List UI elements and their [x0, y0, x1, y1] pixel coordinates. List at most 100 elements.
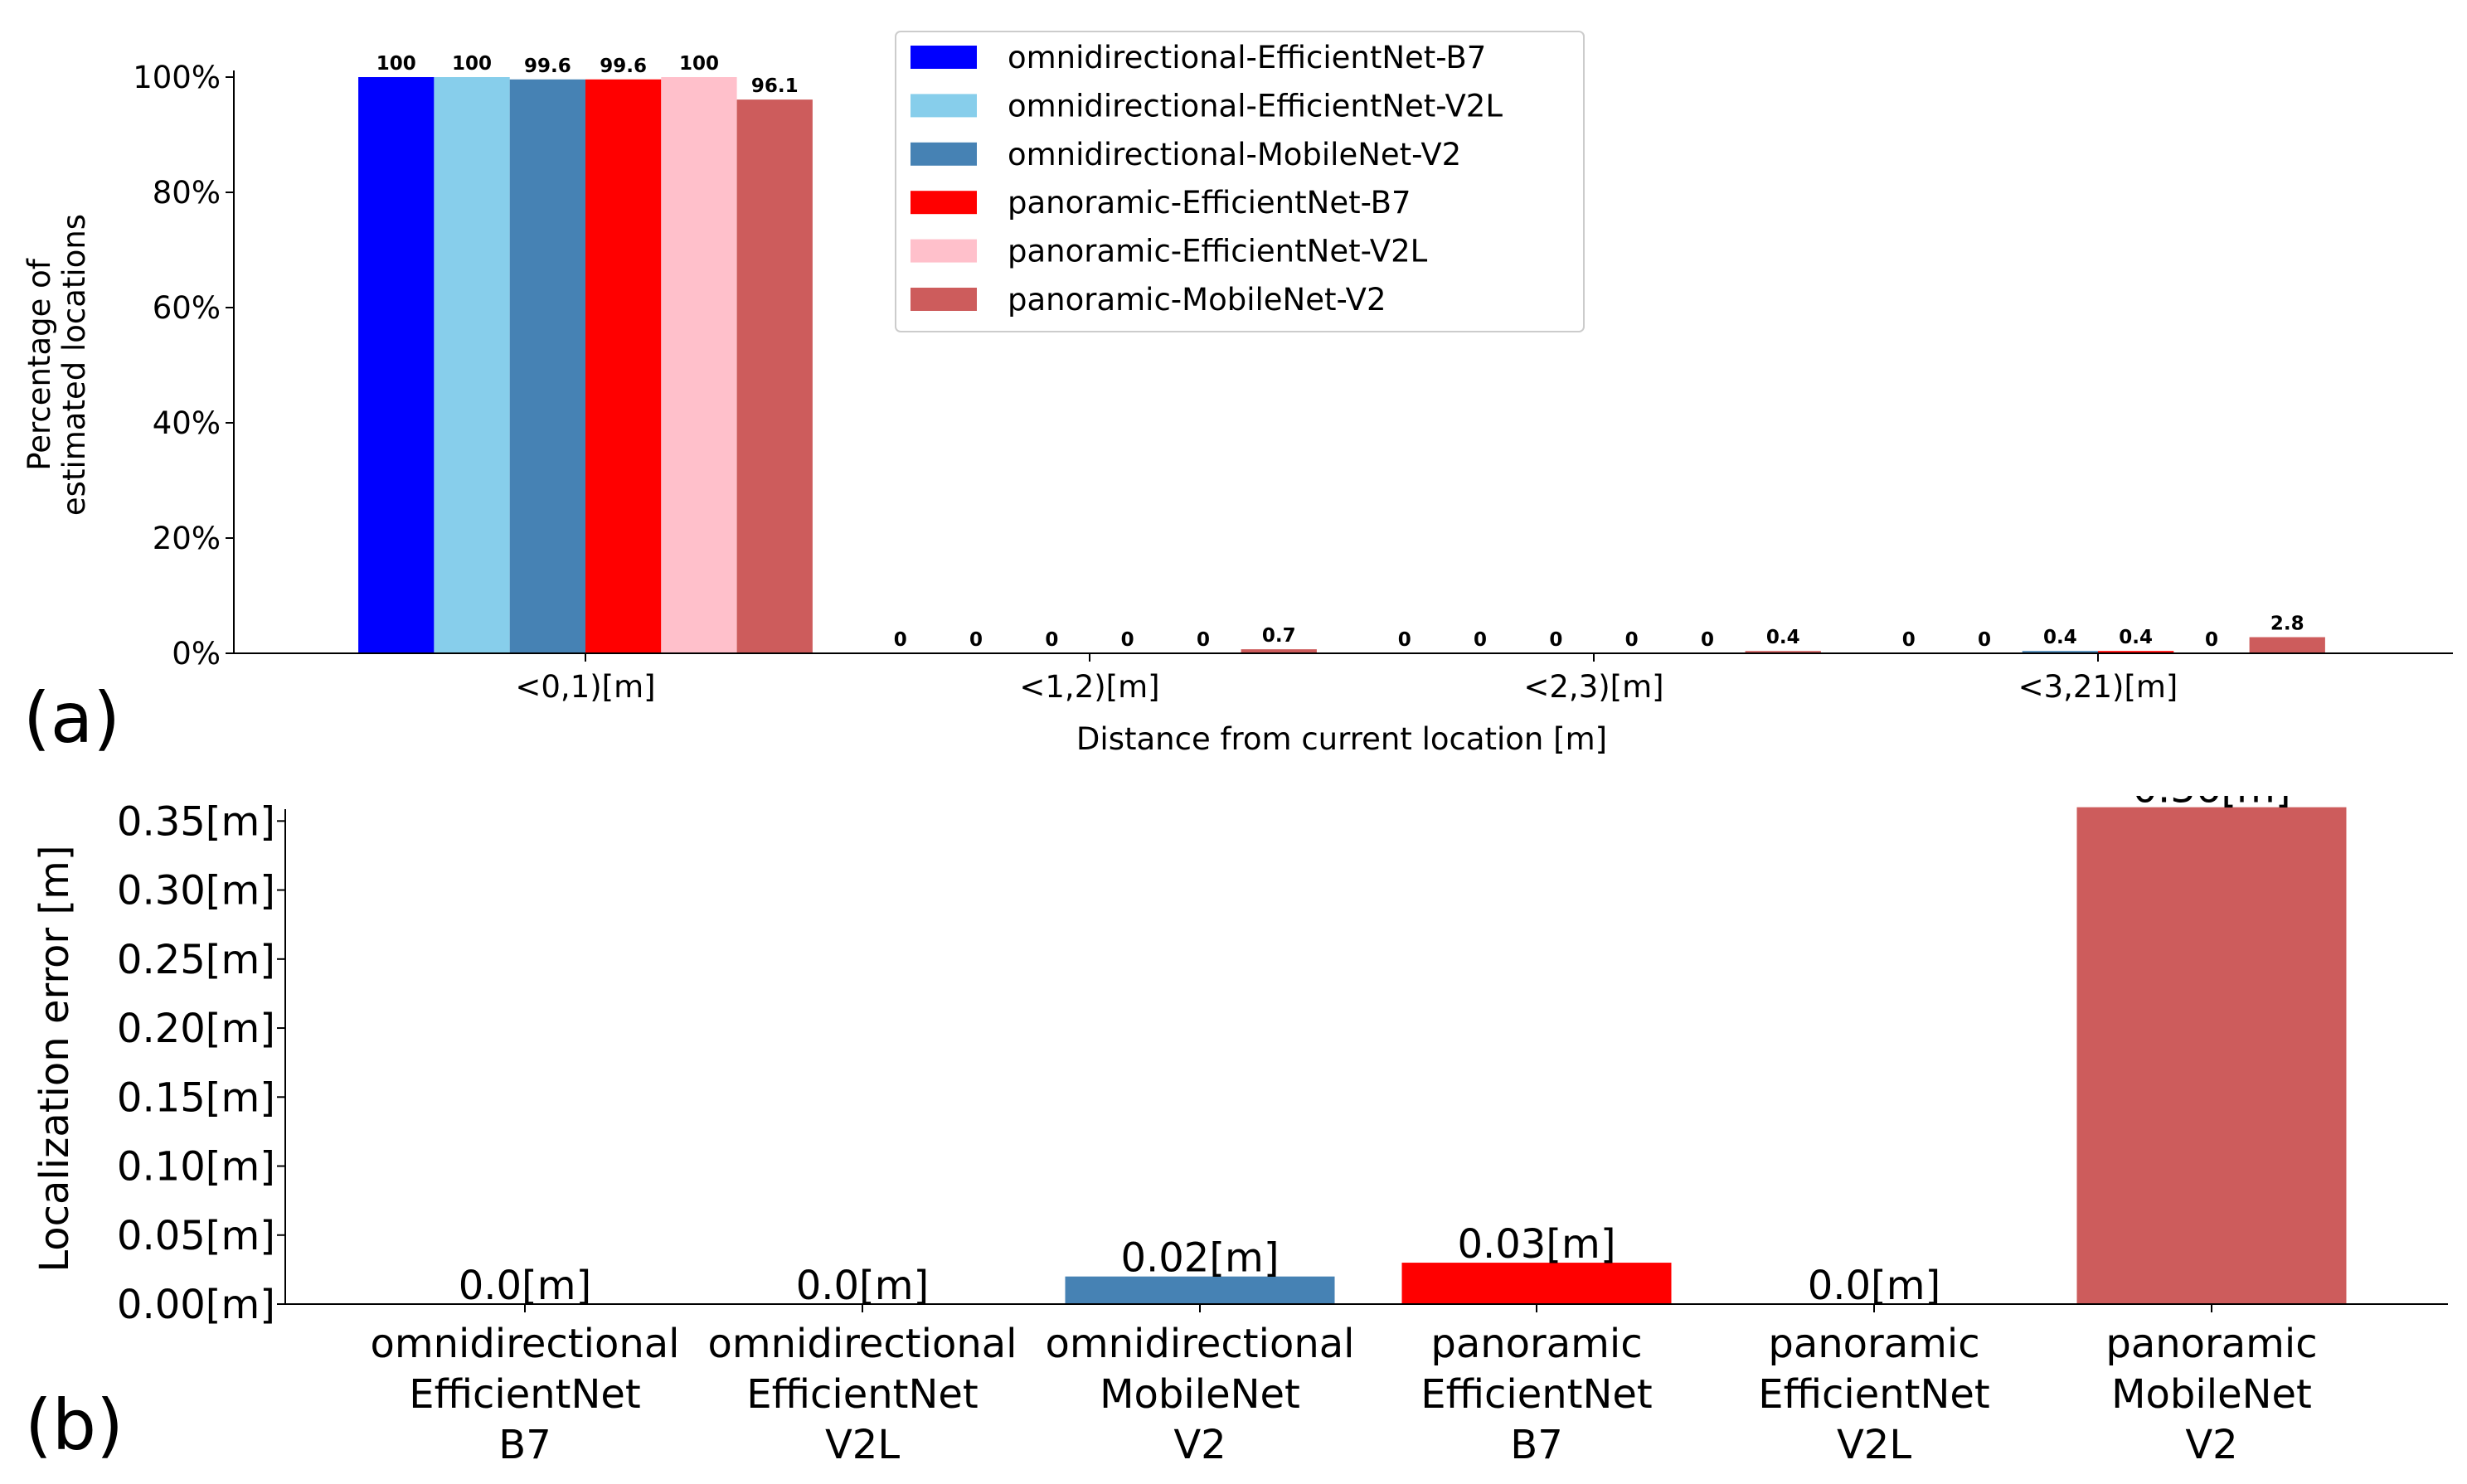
data-label: 100 — [679, 53, 719, 75]
x-tick-label: <1,2)[m] — [1019, 669, 1159, 705]
bar — [585, 79, 662, 653]
legend-swatch — [911, 94, 977, 118]
y-tick-label: 40% — [153, 405, 221, 441]
x-tick-label: EfficientNet — [1420, 1371, 1653, 1418]
data-label: 2.8 — [2270, 613, 2304, 635]
y-tick-label: 0.25[m] — [117, 937, 275, 983]
x-tick-label: V2L — [1837, 1422, 1911, 1468]
legend-label: panoramic-MobileNet-V2 — [1008, 282, 1386, 318]
bar — [2022, 651, 2098, 653]
legend-label: panoramic-EfficientNet-B7 — [1008, 185, 1411, 221]
y-axis-title: estimated locations — [56, 214, 92, 516]
data-label: 0.0[m] — [796, 1263, 930, 1309]
panel-b: 0.0[m] 0.0[m] 0.02[m] 0.03[m] 0.0[m] 0.36[m] 0… — [25, 766, 2448, 1468]
x-tick-label: EfficientNet — [1758, 1371, 1990, 1418]
x-tick-label: V2 — [1173, 1422, 1226, 1468]
x-tick-label: B7 — [498, 1422, 551, 1468]
data-label: 0.03[m] — [1457, 1221, 1615, 1268]
data-label: 0 — [1398, 629, 1411, 651]
bar — [2076, 807, 2347, 1304]
x-tick-label: panoramic — [1430, 1321, 1642, 1367]
bar — [1401, 1263, 1672, 1304]
bar — [358, 77, 435, 653]
data-label: 0.4 — [1766, 627, 1800, 648]
data-label: 0 — [1045, 629, 1058, 651]
x-tick-label: EfficientNet — [746, 1371, 979, 1418]
x-tick-label: omnidirectional — [1046, 1321, 1355, 1367]
y-tick-label: 0.35[m] — [117, 798, 275, 845]
x-tick-label: <3,21)[m] — [2018, 669, 2178, 705]
legend-label: omnidirectional-EfficientNet-B7 — [1008, 40, 1486, 75]
y-tick-label: 0.15[m] — [117, 1074, 275, 1121]
x-tick-label: panoramic — [2105, 1321, 2317, 1367]
y-tick-label: 0.00[m] — [117, 1282, 275, 1328]
legend-label: omnidirectional-MobileNet-V2 — [1008, 137, 1461, 172]
data-label: 0.0[m] — [459, 1263, 592, 1309]
data-label: 0 — [1625, 629, 1639, 651]
data-label: 96.1 — [751, 75, 799, 97]
data-label: 0.36[m] — [2132, 766, 2290, 812]
data-label: 0 — [969, 629, 983, 651]
x-tick-label: <2,3)[m] — [1523, 669, 1663, 705]
x-tick-label: <0,1)[m] — [515, 669, 655, 705]
data-label: 0 — [1701, 629, 1714, 651]
data-label: 0 — [1978, 629, 1991, 651]
legend-swatch — [911, 288, 977, 311]
panel-a: 100 0 0 0 100 0 0 0 99.6 0 0 0.4 99.6 0 0 0.4 100 0 0 0 96.1… — [22, 31, 2453, 759]
bar — [1745, 651, 1821, 653]
data-label: 0 — [1197, 629, 1210, 651]
panel-label: (a) — [23, 677, 120, 759]
legend-label: panoramic-EfficientNet-V2L — [1008, 234, 1428, 269]
x-tick-label: MobileNet — [1100, 1371, 1300, 1418]
y-tick-label: 0.05[m] — [117, 1213, 275, 1259]
data-label: 100 — [452, 53, 492, 75]
bar — [2249, 637, 2325, 653]
bar — [2098, 651, 2174, 653]
y-tick-label: 0.20[m] — [117, 1006, 275, 1052]
y-tick-label: 0.10[m] — [117, 1144, 275, 1191]
x-tick-label: MobileNet — [2111, 1371, 2312, 1418]
legend: omnidirectional-EfficientNet-B7 omnidirec… — [895, 31, 1585, 332]
legend-swatch — [911, 142, 977, 166]
y-tick-label: 0% — [172, 636, 221, 672]
x-tick-label: omnidirectional — [708, 1321, 1017, 1367]
data-label: 0.0[m] — [1808, 1263, 1941, 1309]
x-tick-label: V2L — [825, 1422, 900, 1468]
legend-swatch — [911, 239, 977, 263]
data-label: 0.02[m] — [1120, 1235, 1279, 1282]
data-label: 0 — [1902, 629, 1916, 651]
data-label: 0 — [1549, 629, 1562, 651]
legend-swatch — [911, 46, 977, 69]
data-label: 0.7 — [1262, 625, 1296, 647]
data-label: 0 — [894, 629, 907, 651]
data-label: 0.4 — [2119, 627, 2153, 648]
y-tick-label: 0.30[m] — [117, 868, 275, 914]
data-label: 0 — [1474, 629, 1487, 651]
data-label: 0 — [1121, 629, 1134, 651]
data-label: 0 — [2205, 629, 2218, 651]
bar — [1065, 1276, 1335, 1304]
x-axis-title: Distance from current location [m] — [1076, 721, 1607, 757]
y-tick-label: 80% — [153, 175, 221, 211]
panel-label: (b) — [25, 1385, 124, 1466]
x-tick-label: B7 — [1510, 1422, 1562, 1468]
data-label: 99.6 — [600, 56, 647, 77]
x-tick-label: omnidirectional — [371, 1321, 680, 1367]
legend-swatch — [911, 191, 977, 215]
data-label: 0.4 — [2043, 627, 2077, 648]
bar — [509, 79, 585, 653]
x-tick-label: V2 — [2185, 1422, 2237, 1468]
y-tick-label: 60% — [153, 290, 221, 326]
y-tick-label: 100% — [133, 60, 221, 95]
data-label: 99.6 — [524, 56, 571, 77]
y-axis-title: Localization error [m] — [32, 845, 78, 1272]
legend-label: omnidirectional-EfficientNet-V2L — [1008, 88, 1503, 124]
bar — [736, 99, 813, 654]
data-label: 100 — [376, 53, 416, 75]
y-tick-label: 20% — [153, 521, 221, 556]
bar — [434, 77, 510, 653]
bar — [661, 77, 737, 653]
x-tick-label: panoramic — [1768, 1321, 1979, 1367]
legend-frame — [895, 31, 1585, 332]
